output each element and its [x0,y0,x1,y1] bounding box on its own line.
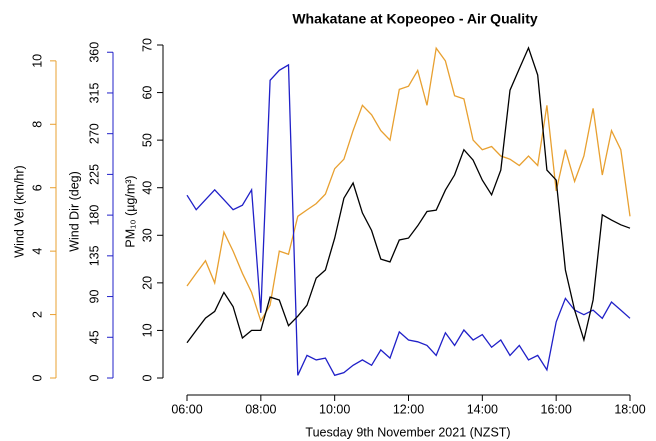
series-line [186,46,631,323]
y-tick-label: 50 [140,133,154,147]
y-axis-label: PM₁₀ (µg/m³) [123,175,137,247]
y-tick-label: 10 [30,54,44,68]
x-tick-label: 08:00 [245,402,276,416]
y-tick-label: 4 [30,248,44,255]
y-tick-label: 0 [30,374,44,381]
y-tick-label: 135 [87,245,101,266]
y-axis-label: Wind Vel (km/hr) [12,165,26,257]
y-tick-label: 45 [87,330,101,344]
y-tick-label: 315 [87,82,101,103]
y-tick-label: 360 [87,42,101,63]
y-tick-label: 60 [140,86,154,100]
x-tick-label: 06:00 [171,402,202,416]
y-tick-label: 6 [30,184,44,191]
y-tick-label: 90 [87,290,101,304]
y-tick-label: 180 [87,205,101,226]
x-tick-label: 12:00 [393,402,424,416]
x-tick-label: 16:00 [541,402,572,416]
series-line [186,46,631,344]
x-axis-label: Tuesday 9th November 2021 (NZST) [305,425,510,439]
y-tick-label: 30 [140,228,154,242]
chart-title: Whakatane at Kopeopeo - Air Quality [292,11,538,27]
series-line [186,63,631,377]
y-tick-label: 0 [140,374,154,381]
y-tick-label: 20 [140,276,154,290]
x-tick-label: 14:00 [467,402,498,416]
y-tick-label: 0 [87,374,101,381]
x-tick-label: 10:00 [319,402,350,416]
y-tick-label: 270 [87,123,101,144]
y-tick-label: 225 [87,164,101,185]
y-tick-label: 8 [30,121,44,128]
y-axis-label: Wind Dir (deg) [67,171,81,252]
y-tick-label: 70 [140,38,154,52]
y-tick-label: 2 [30,311,44,318]
y-tick-label: 10 [140,323,154,337]
y-tick-label: 40 [140,181,154,195]
x-tick-label: 18:00 [614,402,645,416]
